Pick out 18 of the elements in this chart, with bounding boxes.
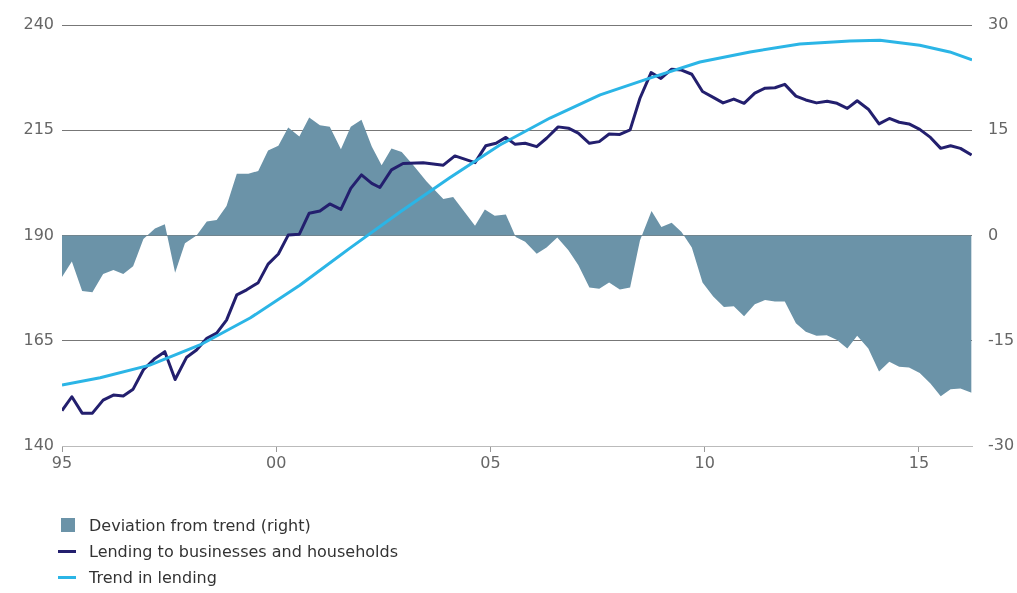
y-tick-label: 215 [23,119,54,139]
y-tick-label: 165 [23,329,54,349]
y2-tick-label: 15 [988,119,1009,139]
y-tick-label: 140 [23,435,54,455]
y-tick-label: 190 [23,224,54,244]
legend-label: Trend in lending [89,567,217,587]
y2-tick-label: 30 [988,14,1009,34]
x-tick-label: 95 [51,452,73,472]
y-tick-label: 240 [23,14,54,34]
y2-tick-label: -30 [988,435,1015,455]
legend-label: Lending to businesses and households [89,541,399,561]
x-tick-label: 15 [908,452,930,472]
y2-tick-label: -15 [988,329,1015,349]
x-tick-label: 10 [694,452,715,472]
x-tick-label: 05 [480,452,501,472]
y2-tick-label: 0 [988,224,999,244]
x-tick-label: 00 [266,452,287,472]
legend-label: Deviation from trend (right) [89,515,311,535]
